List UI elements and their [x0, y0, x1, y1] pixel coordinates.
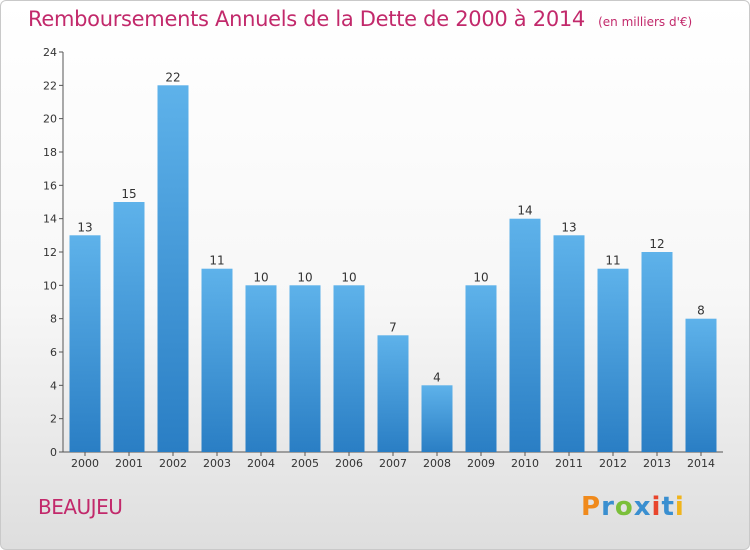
x-tick-label-2002: 2002 — [159, 457, 187, 470]
bar-2001 — [113, 202, 145, 452]
value-label-2004: 10 — [253, 270, 268, 284]
bar-2011 — [553, 235, 585, 452]
chart-title: Remboursements Annuels de la Dette de 20… — [28, 7, 585, 31]
bar-2014 — [685, 318, 717, 452]
value-label-2002: 22 — [165, 70, 180, 84]
bar-2000 — [69, 235, 101, 452]
y-tick-label-8: 8 — [50, 313, 57, 326]
bar-2005 — [289, 285, 321, 452]
chart-unit: (en milliers d'€) — [598, 15, 693, 29]
value-label-2014: 8 — [697, 304, 705, 318]
value-label-2012: 11 — [605, 254, 620, 268]
bar-2010 — [509, 218, 541, 452]
x-tick-label-2007: 2007 — [379, 457, 407, 470]
y-tick-label-12: 12 — [43, 246, 57, 259]
y-tick-label-16: 16 — [43, 179, 57, 192]
y-tick-label-18: 18 — [43, 146, 57, 159]
x-tick-label-2003: 2003 — [203, 457, 231, 470]
x-tick-label-2009: 2009 — [467, 457, 495, 470]
chart-title-row: Remboursements Annuels de la Dette de 20… — [28, 7, 692, 31]
value-label-2008: 4 — [433, 370, 441, 384]
value-label-2003: 11 — [209, 254, 224, 268]
x-tick-label-2001: 2001 — [115, 457, 143, 470]
bar-2007 — [377, 335, 409, 452]
value-label-2013: 12 — [649, 237, 664, 251]
value-label-2000: 13 — [77, 220, 92, 234]
y-tick-label-22: 22 — [43, 79, 57, 92]
y-tick-label-4: 4 — [50, 379, 57, 392]
y-tick-label-6: 6 — [50, 346, 57, 359]
x-tick-label-2004: 2004 — [247, 457, 275, 470]
bar-2004 — [245, 285, 277, 452]
x-tick-label-2005: 2005 — [291, 457, 319, 470]
y-tick-label-0: 0 — [50, 446, 57, 459]
chart-bars — [69, 85, 717, 453]
x-tick-label-2000: 2000 — [71, 457, 99, 470]
bar-2003 — [201, 268, 233, 452]
x-tick-label-2014: 2014 — [687, 457, 715, 470]
svg-text:Proxiti: Proxiti — [581, 492, 685, 522]
proxiti-logo: Proxiti — [581, 492, 685, 522]
y-tick-label-20: 20 — [43, 113, 57, 126]
x-tick-label-2011: 2011 — [555, 457, 583, 470]
y-tick-label-14: 14 — [43, 213, 57, 226]
bar-2002 — [157, 85, 189, 453]
value-label-2005: 10 — [297, 270, 312, 284]
value-label-2007: 7 — [389, 320, 397, 334]
value-label-2006: 10 — [341, 270, 356, 284]
x-tick-label-2010: 2010 — [511, 457, 539, 470]
bar-2009 — [465, 285, 497, 452]
bar-2008 — [421, 385, 453, 452]
bar-2012 — [597, 268, 629, 452]
x-tick-label-2012: 2012 — [599, 457, 627, 470]
y-tick-label-2: 2 — [50, 413, 57, 426]
value-label-2011: 13 — [561, 220, 576, 234]
value-label-2009: 10 — [473, 270, 488, 284]
bar-2006 — [333, 285, 365, 452]
value-label-2001: 15 — [121, 187, 136, 201]
x-tick-label-2013: 2013 — [643, 457, 671, 470]
bar-2013 — [641, 252, 673, 452]
value-label-2010: 14 — [517, 204, 532, 218]
x-tick-label-2006: 2006 — [335, 457, 363, 470]
chart-labels: 2000 13 2001 15 2002 22 2003 11 2004 10 2005 10 2006… — [71, 70, 715, 470]
city-name: BEAUJEU — [38, 495, 123, 519]
x-tick-label-2008: 2008 — [423, 457, 451, 470]
y-tick-label-10: 10 — [43, 279, 57, 292]
y-tick-label-24: 24 — [43, 46, 57, 59]
